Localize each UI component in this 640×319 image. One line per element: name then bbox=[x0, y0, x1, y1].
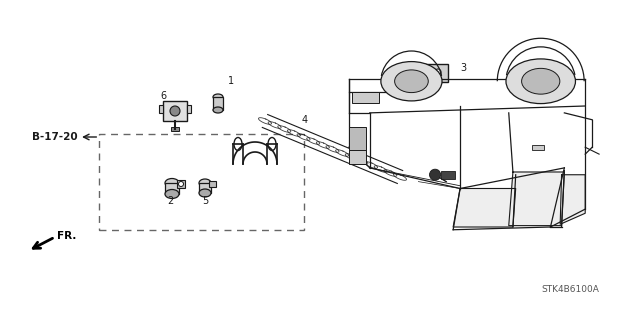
Circle shape bbox=[429, 169, 440, 180]
Bar bbox=[440, 171, 454, 179]
Text: STK4B6100A: STK4B6100A bbox=[541, 285, 599, 293]
Polygon shape bbox=[453, 189, 516, 227]
Bar bbox=[532, 145, 543, 150]
Ellipse shape bbox=[213, 107, 223, 113]
Polygon shape bbox=[509, 172, 564, 226]
Ellipse shape bbox=[395, 70, 428, 93]
Text: 6: 6 bbox=[160, 91, 166, 101]
Polygon shape bbox=[560, 175, 585, 224]
Ellipse shape bbox=[506, 59, 575, 104]
Circle shape bbox=[170, 106, 180, 116]
Ellipse shape bbox=[199, 189, 211, 197]
Text: FR.: FR. bbox=[57, 231, 76, 241]
Ellipse shape bbox=[165, 179, 179, 188]
Text: 3: 3 bbox=[460, 63, 466, 73]
Bar bbox=[400, 80, 418, 90]
Ellipse shape bbox=[381, 62, 442, 101]
Bar bbox=[187, 105, 191, 113]
Text: 5: 5 bbox=[202, 196, 208, 206]
Bar bbox=[335, 51, 613, 271]
Bar bbox=[349, 150, 365, 164]
Bar bbox=[213, 97, 223, 110]
Bar bbox=[99, 134, 304, 230]
Bar bbox=[159, 105, 163, 113]
Text: 1: 1 bbox=[228, 76, 234, 86]
Circle shape bbox=[419, 69, 425, 75]
Bar bbox=[163, 101, 187, 121]
Ellipse shape bbox=[199, 179, 211, 187]
Circle shape bbox=[179, 182, 184, 187]
Bar bbox=[352, 92, 380, 103]
Bar bbox=[199, 183, 211, 193]
Bar bbox=[209, 181, 216, 187]
Circle shape bbox=[435, 69, 441, 75]
Bar bbox=[165, 183, 179, 194]
Bar bbox=[177, 180, 185, 188]
Text: 2: 2 bbox=[167, 196, 173, 206]
Text: B-17-20: B-17-20 bbox=[31, 132, 77, 142]
Bar bbox=[349, 127, 365, 152]
Ellipse shape bbox=[213, 94, 223, 100]
Ellipse shape bbox=[396, 80, 404, 90]
Text: 4: 4 bbox=[302, 115, 308, 125]
Bar bbox=[171, 127, 179, 131]
Ellipse shape bbox=[522, 68, 560, 94]
Ellipse shape bbox=[165, 189, 179, 198]
Bar bbox=[412, 64, 448, 82]
